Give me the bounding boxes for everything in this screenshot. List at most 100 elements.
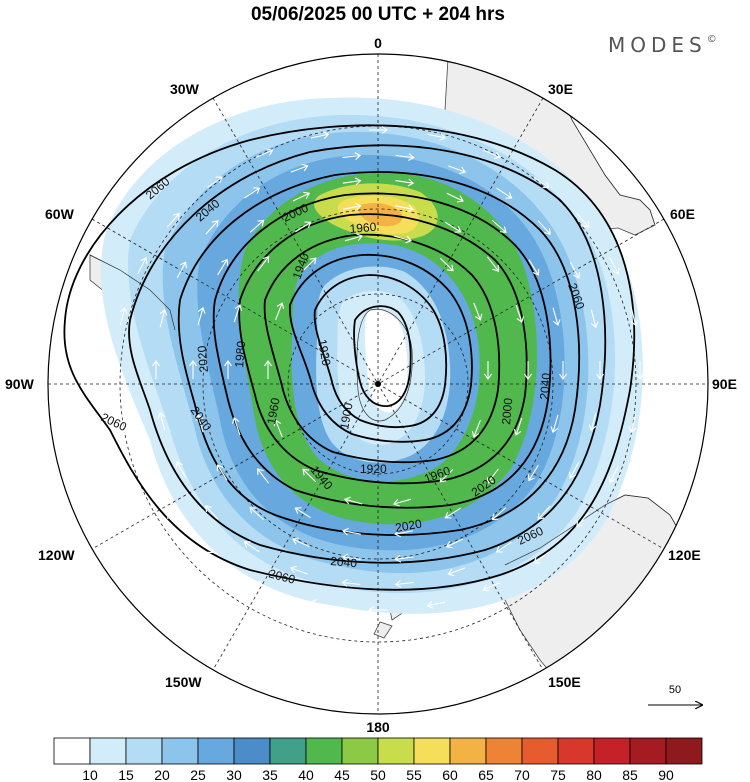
wind-arrow-icon (569, 461, 580, 479)
wind-arrow-icon (292, 191, 311, 202)
colorbar-tick-label: 60 (442, 767, 458, 782)
colorbar-tick-label: 80 (586, 767, 602, 782)
contour-label: 1980 (232, 340, 248, 368)
colorbar: 10 15 20 25 30 35 40 45 50 55 60 65 70 75 80 85 90 (53, 737, 703, 782)
colorbar-tick-label: 35 (262, 767, 278, 782)
wind-arrow-icon (255, 580, 273, 591)
wind-arrow-icon (217, 258, 229, 276)
wind-arrow-icon (136, 465, 147, 483)
wind-arrow-icon (197, 306, 206, 326)
lon-label-0: 0 (374, 35, 382, 51)
contour-label: 2060 (267, 566, 297, 587)
wind-arrow-icon (495, 541, 512, 553)
wind-arrow-icon (275, 302, 285, 321)
wind-arrow-icon (393, 235, 413, 244)
wind-arrow-icon (257, 468, 270, 484)
colorbar-swatch (341, 737, 379, 765)
brand-logo: MODES© (608, 33, 717, 57)
lon-label-120w: 120W (38, 547, 75, 563)
contour-label: 2020 (394, 516, 423, 534)
wind-arrow-icon (394, 554, 414, 563)
wind-arrow-icon (249, 219, 265, 233)
wind-arrow-icon (249, 506, 264, 521)
wind-arrow-icon (483, 149, 501, 160)
colorbar-swatch (161, 737, 199, 765)
wind-arrow-icon (552, 307, 561, 327)
lon-label-60e: 60E (670, 206, 695, 222)
wind-arrow-icon (515, 304, 525, 324)
wind-arrow-icon (290, 163, 309, 173)
colorbar-tick-label: 10 (82, 767, 98, 782)
wind-arrow-icon (292, 537, 310, 548)
wind-arrow-icon (342, 177, 362, 186)
wind-arrow-icon (369, 126, 388, 134)
wind-arrow-icon (524, 361, 532, 380)
wind-arrow-icon (224, 360, 232, 379)
wind-arrow-icon (176, 261, 187, 279)
lon-label-150w: 150W (165, 674, 202, 690)
contour-label: 1960 (349, 220, 377, 236)
wind-arrow-icon (309, 599, 329, 607)
colorbar-swatch (449, 737, 487, 765)
wind-arrow-icon (264, 360, 272, 379)
wind-arrow-icon (609, 257, 620, 275)
wind-arrow-icon (392, 498, 412, 507)
wind-arrow-icon (482, 582, 501, 592)
wind-arrow-icon (533, 551, 549, 564)
wind-arrow-icon (295, 221, 312, 233)
wind-arrow-icon (175, 461, 187, 479)
wind-arrow-icon (444, 507, 461, 519)
contour-label: 1960 (264, 396, 282, 425)
wind-arrow-icon (302, 257, 317, 272)
wind-arrow-icon (588, 412, 597, 432)
wind-arrow-icon (394, 529, 414, 538)
wind-arrow-icon (445, 538, 464, 549)
wind-arrow-icon (119, 306, 128, 326)
wind-arrow-icon (243, 541, 260, 553)
colorbar-swatch (269, 737, 307, 765)
wind-arrow-icon (537, 505, 551, 520)
wind-arrow-icon (569, 261, 581, 279)
wind-arrow-icon (310, 131, 330, 139)
wind-arrow-icon (152, 360, 160, 379)
reference-vector-label: 50 (669, 684, 681, 696)
wind-arrow-icon (484, 361, 492, 380)
colorbar-swatch (233, 737, 271, 765)
lon-label-180: 180 (366, 719, 390, 735)
wind-arrow-icon (231, 416, 241, 436)
contour-label: 2000 (499, 397, 515, 425)
wind-arrow-icon (206, 551, 223, 564)
wind-arrow-icon (159, 308, 168, 328)
lon-label-90e: 90E (712, 376, 737, 392)
colorbar-swatch (665, 737, 703, 765)
colorbar-tick-label: 85 (622, 767, 638, 782)
contour-label: 2020 (195, 345, 211, 373)
map-border (47, 53, 709, 715)
wind-arrow-icon (395, 153, 415, 161)
wind-arrow-icon (368, 606, 387, 614)
colorbar-swatch (557, 737, 595, 765)
wind-arrow-icon (302, 468, 317, 483)
wind-arrow-icon (473, 302, 483, 321)
wind-arrow-icon (447, 567, 466, 577)
lon-label-60w: 60W (45, 206, 75, 222)
colorbar-swatch (197, 737, 235, 765)
wind-vector-field (112, 126, 644, 614)
wind-arrow-icon (445, 221, 462, 233)
polar-map (47, 53, 709, 715)
wind-arrow-icon (439, 257, 454, 272)
wind-arrow-icon (395, 204, 414, 213)
contour-label: 2040 (537, 372, 553, 400)
wind-arrow-icon (189, 360, 197, 379)
colorbar-swatch (521, 737, 559, 765)
reference-vector: 50 (648, 684, 702, 705)
longitude-labels: 0 30E 60E 90E 120E 150E 180 150W 120W 90… (5, 35, 737, 735)
wind-arrow-icon (207, 176, 223, 189)
colorbar-tick-label: 15 (118, 767, 134, 782)
wind-arrow-icon (636, 361, 644, 380)
wind-arrow-icon (273, 419, 283, 438)
wind-arrow-icon (244, 187, 261, 199)
wind-arrow-icon (439, 468, 454, 483)
wind-arrow-icon (395, 178, 415, 187)
